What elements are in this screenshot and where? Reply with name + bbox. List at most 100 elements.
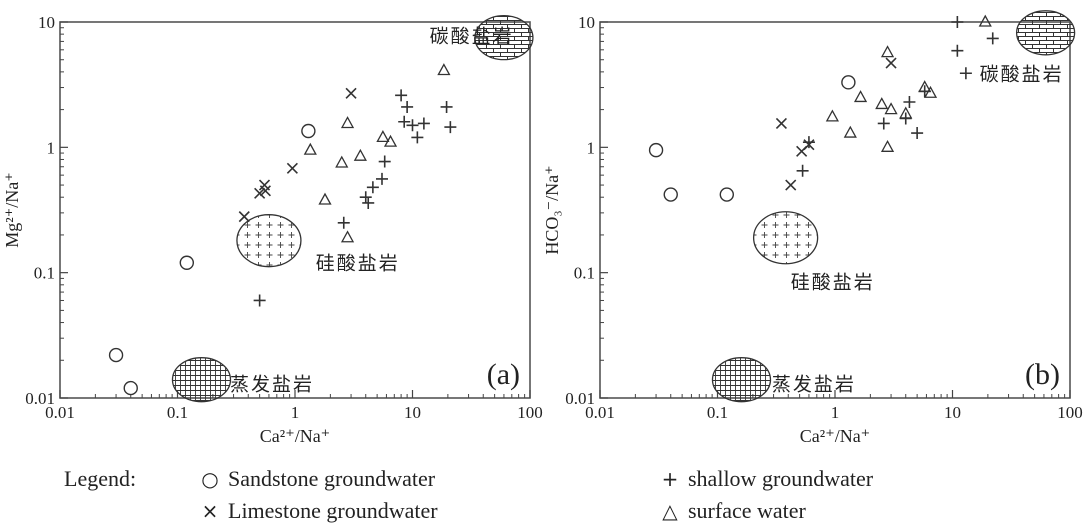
data-point-circle — [719, 187, 735, 202]
legend-label: shallow groundwater — [688, 466, 874, 491]
panel-label: (a) — [487, 358, 520, 391]
x-tick-label: 1 — [831, 403, 840, 422]
data-point-circle — [108, 347, 124, 363]
evaporite-region-label: 蒸发盐岩 — [772, 374, 856, 396]
data-point-x — [785, 179, 797, 191]
data-point-triangle — [899, 106, 913, 119]
x-tick-label: 1 — [291, 403, 300, 422]
data-point-x — [885, 57, 897, 69]
data-point-x — [238, 211, 250, 223]
data-point-triangle — [978, 14, 992, 27]
y-tick-label: 1 — [47, 138, 56, 157]
data-point-triangle — [340, 116, 355, 129]
data-point-triangle — [843, 125, 857, 138]
evaporite-region-label: 蒸发盐岩 — [230, 374, 314, 396]
data-point-x — [254, 187, 266, 199]
data-point-plus — [903, 95, 916, 108]
data-point-triangle — [884, 102, 898, 115]
data-point-plus — [986, 32, 999, 45]
legend-label: surface water — [688, 498, 806, 523]
data-point-circle — [841, 75, 856, 90]
data-point-plus — [337, 216, 350, 229]
x-tick-label: 0.1 — [707, 403, 728, 422]
data-point-plus — [440, 100, 453, 113]
x-tick-label: 0.1 — [167, 403, 188, 422]
data-point-plus — [877, 117, 890, 130]
data-point-plus — [802, 136, 815, 149]
chart-panel-a: 0.01 0.1 1 10 100 0.01 0.1 1 10 Ca²⁺/Na⁺ Mg²⁺/Na⁺ (… — [2, 13, 543, 446]
data-point-plus — [398, 115, 411, 128]
data-point-plus — [362, 196, 375, 209]
legend-item-surface: △ surface water — [660, 498, 806, 524]
data-point-plus — [444, 121, 457, 134]
data-point-plus — [796, 164, 809, 177]
data-point-triangle — [875, 97, 889, 110]
data-point-triangle — [825, 109, 839, 122]
data-point-triangle — [303, 142, 317, 155]
data-point-triangle — [918, 80, 932, 93]
data-point-plus — [951, 44, 964, 57]
legend-title: Legend: — [64, 466, 137, 491]
data-point-plus — [411, 131, 424, 144]
silicate-region — [752, 211, 819, 265]
data-point-plus — [395, 89, 408, 102]
data-point-triangle — [383, 134, 398, 147]
data-point-triangle — [353, 148, 367, 161]
silicate-region-label: 硅酸盐岩 — [791, 272, 875, 294]
y-tick-label: 10 — [578, 13, 595, 32]
legend-item-shallow: + shallow groundwater — [660, 466, 874, 492]
y-tick-label: 0.01 — [565, 389, 595, 408]
carbonate-region-label: 碳酸盐岩 — [980, 63, 1064, 85]
x-axis-label: Ca²⁺/Na⁺ — [800, 426, 870, 446]
y-tick-label: 0.1 — [574, 264, 595, 283]
plus-marker-icon: + — [661, 467, 679, 491]
data-point-triangle — [853, 90, 868, 103]
data-point-triangle — [335, 155, 349, 168]
legend-label: Limestone groundwater — [228, 498, 438, 523]
data-point-plus — [378, 155, 391, 168]
data-point-triangle — [376, 130, 390, 143]
carbonate-region — [474, 15, 534, 61]
data-point-plus — [951, 16, 964, 28]
data-point-plus — [417, 117, 430, 130]
x-tick-label: 100 — [517, 403, 543, 422]
x-marker-icon: × — [201, 499, 219, 523]
y-axis-label: HCO₃⁻/Na⁺ — [542, 165, 562, 254]
data-point-x — [259, 185, 271, 197]
data-point-x — [775, 117, 787, 130]
panel-label: (b) — [1025, 358, 1060, 391]
data-point-plus — [959, 67, 972, 80]
x-axis-label: Ca²⁺/Na⁺ — [260, 426, 330, 446]
x-tick-label: 0.01 — [585, 403, 615, 422]
x-tick-label: 10 — [404, 403, 421, 422]
x-tick-label: 0.01 — [45, 403, 75, 422]
x-tick-label: 10 — [944, 403, 961, 422]
data-point-circle — [648, 142, 664, 158]
data-point-circle — [123, 380, 138, 396]
data-point-plus — [253, 294, 266, 307]
carbonate-region-label: 碳酸盐岩 — [430, 26, 514, 48]
data-point-circle — [663, 187, 678, 202]
data-point-triangle — [880, 139, 895, 152]
data-point-circle — [301, 123, 316, 139]
data-point-plus — [359, 191, 372, 204]
silicate-region — [236, 214, 302, 268]
data-point-plus — [366, 181, 379, 194]
y-tick-label: 0.1 — [34, 264, 55, 283]
y-tick-label: 0.01 — [25, 389, 55, 408]
y-tick-label: 10 — [38, 13, 55, 32]
legend-item-limestone: × Limestone groundwater — [200, 498, 438, 524]
triangle-marker-icon: △ — [662, 499, 678, 523]
legend-label: Sandstone groundwater — [228, 466, 436, 491]
circle-marker-icon: ○ — [201, 467, 219, 491]
data-point-x — [345, 87, 357, 99]
data-point-triangle — [437, 63, 451, 76]
data-point-triangle — [880, 45, 895, 58]
data-point-x — [286, 162, 298, 174]
silicate-region-label: 硅酸盐岩 — [316, 253, 400, 275]
data-point-plus — [406, 119, 419, 132]
data-point-plus — [375, 172, 388, 185]
y-axis-label: Mg²⁺/Na⁺ — [2, 172, 22, 247]
